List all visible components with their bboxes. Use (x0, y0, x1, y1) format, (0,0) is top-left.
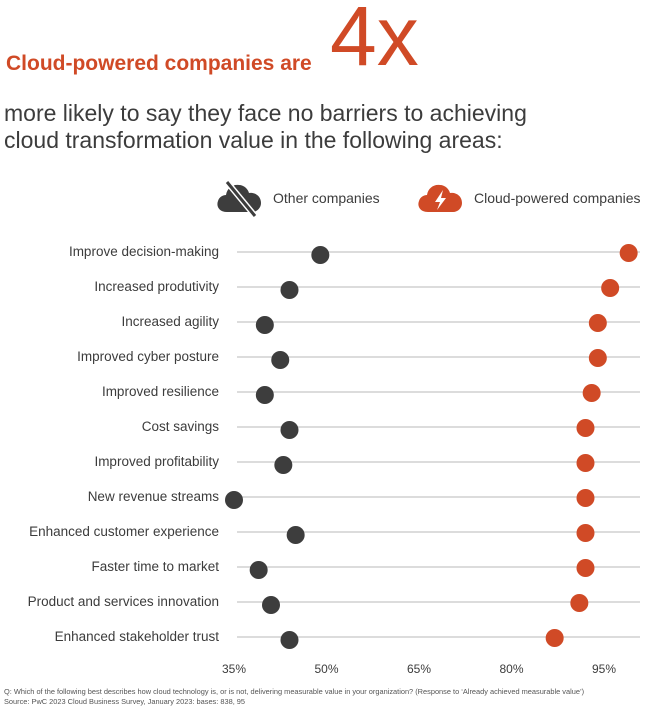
category-label: Improved cyber posture (77, 349, 219, 364)
headline-multiplier: 4x (330, 0, 419, 83)
other-companies-dot (274, 456, 293, 474)
cloud-off-icon (217, 180, 261, 218)
x-tick-label: 65% (407, 662, 431, 675)
dot-chart: Improve decision-making Increased produti… (28, 244, 640, 675)
footnote-source: Source: PwC 2023 Cloud Business Survey, … (4, 697, 246, 706)
cloud-powered-dot (576, 489, 595, 507)
footnote-question: Q: Which of the following best describes… (4, 687, 585, 696)
headline: Cloud-powered companies are 4x (6, 0, 646, 82)
x-tick-label: 35% (222, 662, 246, 675)
category-label: Improve decision-making (69, 244, 219, 259)
x-tick-label: 80% (499, 662, 523, 675)
category-label: Increased agility (121, 314, 219, 329)
headline-lead: Cloud-powered companies are (6, 52, 312, 75)
other-companies-dot (255, 386, 274, 404)
cloud-bolt-icon (418, 184, 462, 212)
other-companies-dot (311, 246, 330, 264)
cloud-powered-dot (570, 594, 589, 612)
cloud-powered-dot (576, 454, 595, 472)
other-companies-dot (280, 281, 299, 299)
category-label: Faster time to market (91, 559, 219, 574)
subhead-line-1: more likely to say they face no barriers… (4, 100, 527, 126)
cloud-powered-dot (576, 524, 595, 542)
legend-other-label: Other companies (273, 190, 380, 206)
other-companies-dot (280, 421, 299, 439)
other-companies-dot (271, 351, 290, 369)
category-label: Enhanced customer experience (29, 524, 219, 539)
category-label: Product and services innovation (28, 594, 219, 609)
cloud-powered-dot (601, 279, 620, 297)
cloud-powered-dot (619, 244, 638, 262)
category-label: Enhanced stakeholder trust (55, 629, 220, 644)
legend-cloud-label: Cloud-powered companies (474, 190, 641, 206)
category-label: New revenue streams (88, 489, 220, 504)
category-label: Cost savings (142, 419, 220, 434)
cloud-powered-dot (576, 419, 595, 437)
other-companies-dot (255, 316, 274, 334)
legend-cloud: Cloud-powered companies (416, 178, 641, 218)
x-tick-label: 95% (592, 662, 616, 675)
other-companies-dot (249, 561, 268, 579)
subhead: more likely to say they face no barriers… (4, 100, 644, 154)
other-companies-dot (286, 526, 305, 544)
cloud-powered-dot (576, 559, 595, 577)
cloud-powered-dot (582, 384, 601, 402)
other-companies-dot (225, 491, 243, 509)
cloud-powered-dot (588, 314, 607, 332)
legend-other: Other companies (215, 178, 380, 218)
category-label: Improved resilience (102, 384, 219, 399)
cloud-powered-dot (588, 349, 607, 367)
subhead-line-2: cloud transformation value in the follow… (4, 127, 503, 153)
other-companies-dot (280, 631, 299, 649)
footnote: Q: Which of the following best describes… (4, 687, 652, 707)
cloud-powered-dot (545, 629, 564, 647)
x-tick-label: 50% (314, 662, 338, 675)
other-companies-dot (262, 596, 280, 614)
category-label: Improved profitability (94, 454, 219, 469)
category-label: Increased produtivity (94, 279, 219, 294)
